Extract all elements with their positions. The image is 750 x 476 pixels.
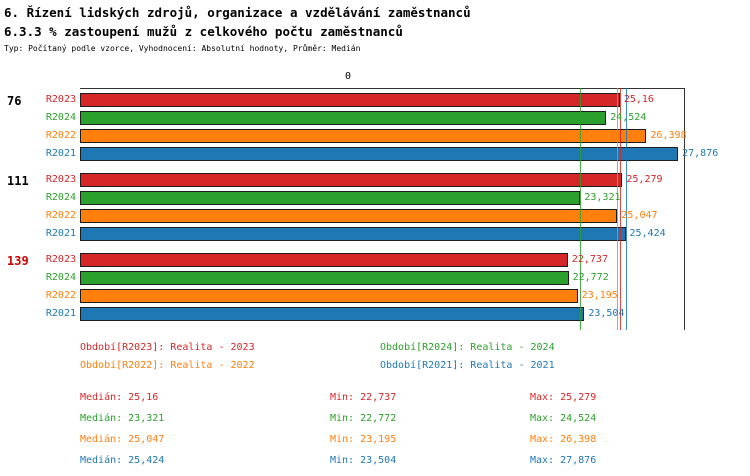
median-line <box>580 88 582 330</box>
series-label: R2022 <box>45 290 76 301</box>
stat-median: Medián: 23,321 <box>80 413 165 424</box>
bar-value-label: 25,16 <box>623 94 654 105</box>
legend-item: Období[R2021]: Realita - 2021 <box>380 360 555 371</box>
stat-min: Min: 23,195 <box>330 434 397 445</box>
stat-median: Medián: 25,047 <box>80 434 165 445</box>
stat-max: Max: 24,524 <box>530 413 597 424</box>
stat-min: Min: 22,737 <box>330 392 397 403</box>
bar-value-label: 23,195 <box>581 290 618 301</box>
stat-median: Medián: 25,16 <box>80 392 159 403</box>
bar <box>80 227 626 241</box>
bar <box>80 173 623 187</box>
chart-subtitle: 6.3.3 % zastoupení mužů z celkového počt… <box>4 24 403 39</box>
group-label: 139 <box>7 254 29 268</box>
bar-value-label: 25,424 <box>629 228 666 239</box>
plot-right-border <box>684 88 685 330</box>
bar <box>80 271 569 285</box>
stat-max: Max: 26,398 <box>530 434 597 445</box>
series-label: R2023 <box>45 174 76 185</box>
bar <box>80 307 585 321</box>
bar-value-label: 27,876 <box>682 148 719 159</box>
series-label: R2022 <box>45 130 76 141</box>
stats-table: Medián: 25,16 Min: 22,737 Max: 25,279 Mediá… <box>80 392 680 476</box>
series-label: R2022 <box>45 210 76 221</box>
bar-value-label: 24,524 <box>610 112 647 123</box>
stat-max: Max: 27,876 <box>530 455 597 466</box>
legend-item: Období[R2023]: Realita - 2023 <box>80 342 255 353</box>
legend: Období[R2023]: Realita - 2023 Období[R202… <box>80 342 680 378</box>
plot-top-border <box>80 88 685 89</box>
stat-median: Medián: 25,424 <box>80 455 165 466</box>
group-label: 111 <box>7 174 29 188</box>
series-label: R2024 <box>45 272 76 283</box>
group-label: 76 <box>7 94 22 108</box>
bar <box>80 209 618 223</box>
stat-max: Max: 25,279 <box>530 392 597 403</box>
series-label: R2021 <box>45 308 76 319</box>
bar <box>80 111 607 125</box>
bar <box>80 129 647 143</box>
axis-zero-label: 0 <box>345 71 352 82</box>
median-line <box>625 88 627 330</box>
series-label: R2024 <box>45 112 76 123</box>
series-label: R2021 <box>45 228 76 239</box>
bar-value-label: 25,047 <box>621 210 658 221</box>
bar <box>80 253 568 267</box>
stat-min: Min: 23,504 <box>330 455 397 466</box>
bar <box>80 147 679 161</box>
legend-item: Období[R2024]: Realita - 2024 <box>380 342 555 353</box>
bar-value-label: 23,504 <box>588 308 625 319</box>
bar <box>80 191 581 205</box>
bar-value-label: 22,737 <box>571 254 608 265</box>
stat-min: Min: 22,772 <box>330 413 397 424</box>
chart-meta: Typ: Počítaný podle vzorce, Vyhodnocení:… <box>4 44 361 53</box>
series-label: R2023 <box>45 94 76 105</box>
bar-value-label: 26,398 <box>650 130 687 141</box>
bar <box>80 93 620 107</box>
series-label: R2023 <box>45 254 76 265</box>
series-label: R2024 <box>45 192 76 203</box>
median-line <box>619 88 621 330</box>
median-line <box>617 88 619 330</box>
legend-item: Období[R2022]: Realita - 2022 <box>80 360 255 371</box>
bar <box>80 289 578 303</box>
page-title: 6. Řízení lidských zdrojů, organizace a … <box>4 5 471 20</box>
bar-value-label: 25,279 <box>626 174 663 185</box>
bar-value-label: 23,321 <box>584 192 621 203</box>
series-label: R2021 <box>45 148 76 159</box>
bar-value-label: 22,772 <box>572 272 609 283</box>
